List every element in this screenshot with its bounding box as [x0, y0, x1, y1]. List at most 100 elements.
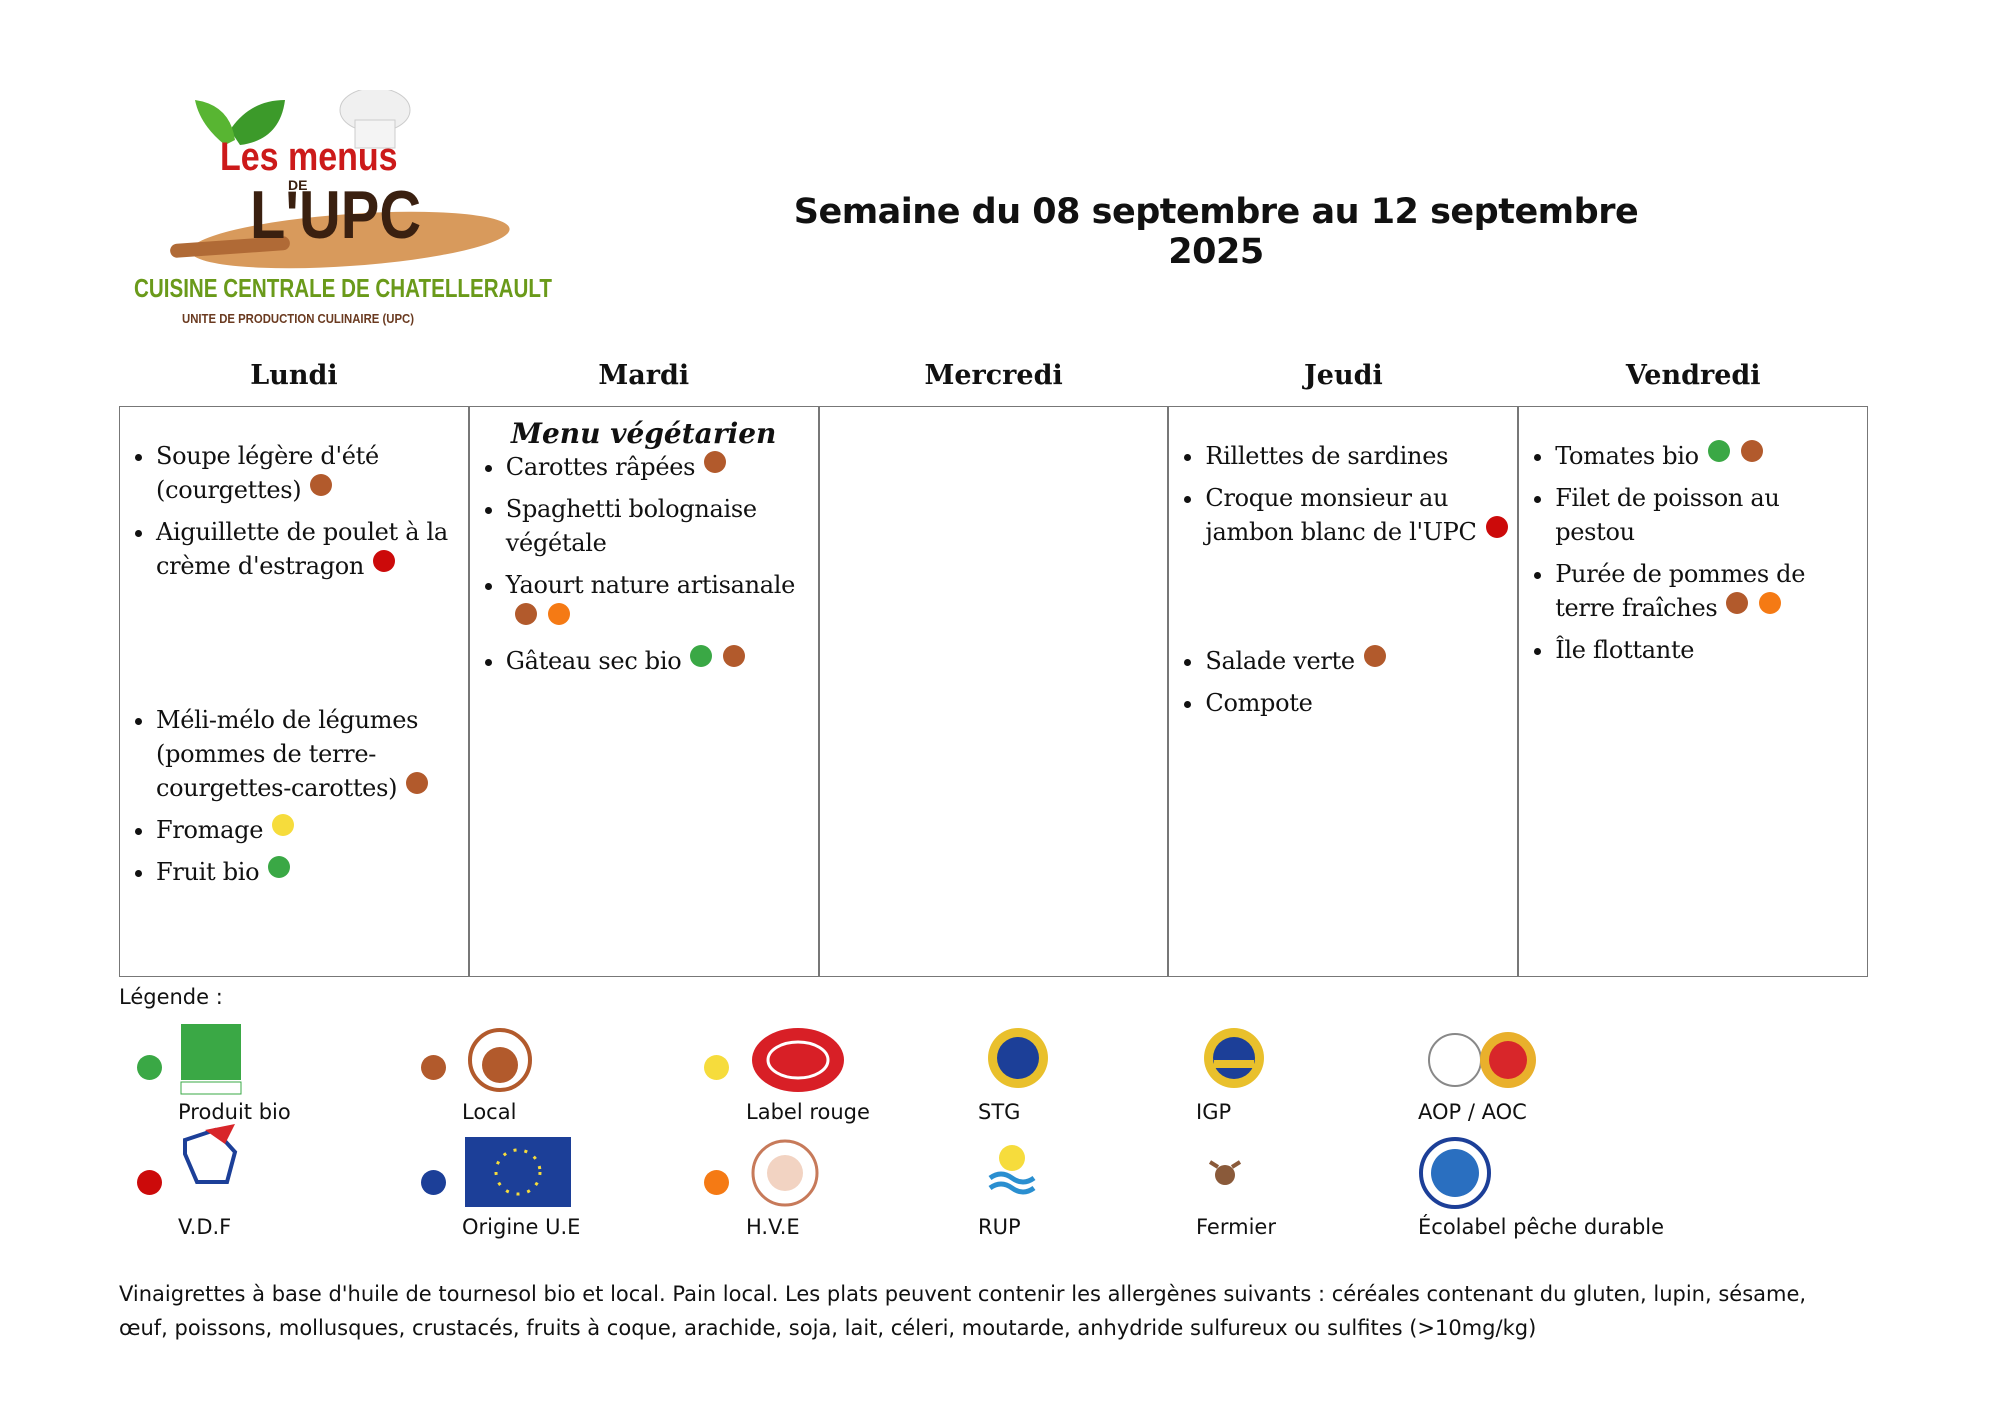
icon-stg: [988, 1028, 1048, 1088]
dish-name: Yaourt nature artisanale: [505, 571, 796, 599]
legend-label: Local: [462, 1100, 517, 1124]
legend-label: AOP / AOC: [1418, 1100, 1527, 1124]
dish: Méli-mélo de légumes (pommes de terre-co…: [156, 703, 464, 805]
dish: Île flottante: [1555, 633, 1863, 667]
icon-vdf: [183, 1124, 238, 1184]
label-dot: [310, 474, 333, 496]
day-header: Lundi: [250, 360, 338, 391]
icon-label-rouge: [752, 1028, 844, 1092]
legend-dot: [137, 1170, 162, 1195]
footer-note: Vinaigrettes à base d'huile de tournesol…: [119, 1282, 1807, 1340]
label-dot: [1759, 592, 1782, 614]
icon-ecolabel: [1419, 1137, 1491, 1209]
icon-local: [468, 1028, 532, 1092]
day-header: Mardi: [598, 360, 690, 391]
logo-text: Les menus: [220, 133, 398, 178]
dish-name: Île flottante: [1555, 636, 1695, 664]
dish: Carottes râpées: [506, 450, 814, 484]
dish-name: Aiguillette de poulet à la crème d'estra…: [156, 518, 448, 580]
day-header: Vendredi: [1625, 360, 1761, 391]
dish-name: Gâteau sec bio: [505, 647, 682, 675]
dish: Compote: [1205, 686, 1513, 720]
dish: Spaghetti bolognaise végétale: [506, 492, 814, 560]
legend-dot: [421, 1055, 446, 1080]
dish-name: Salade verte: [1205, 647, 1355, 675]
dish-list: Soupe légère d'été (courgettes) Aiguillet…: [120, 439, 468, 889]
legend-dot: [704, 1170, 729, 1195]
dish-name: Spaghetti bolognaise végétale: [505, 495, 757, 557]
legend-label: Produit bio: [178, 1100, 291, 1124]
logo: Les menus DE L'UPC CUISINE CENTRALE DE C…: [134, 90, 552, 326]
dish-name: Tomates bio: [1555, 442, 1699, 470]
dish: Fruit bio: [156, 855, 464, 889]
logo-text: DE: [288, 177, 307, 193]
legend-label: H.V.E: [746, 1215, 800, 1239]
label-dot: [690, 645, 713, 667]
dish: Gâteau sec bio: [506, 644, 814, 678]
dish-name: Compote: [1205, 689, 1313, 717]
dish-name: Fromage: [156, 816, 264, 844]
day-column: [818, 406, 1169, 977]
legend-dot: [137, 1055, 162, 1080]
logo-text: L'UPC: [250, 178, 421, 253]
dish-list: Rillettes de sardines Croque monsieur au …: [1169, 439, 1517, 720]
label-dot: [514, 603, 537, 625]
legend-label: STG: [978, 1100, 1021, 1124]
dish-list: Carottes râpées Spaghetti bolognaise végé…: [470, 450, 818, 678]
dish-name: Fruit bio: [156, 858, 260, 886]
label-dot: [1726, 592, 1749, 614]
label-dot: [268, 856, 291, 878]
dish: Rillettes de sardines: [1205, 439, 1513, 473]
legend-label: Label rouge: [746, 1100, 870, 1124]
dish: Tomates bio: [1555, 439, 1863, 473]
legend-label: Origine U.E: [462, 1215, 581, 1239]
label-dot: [1707, 440, 1730, 462]
legend-label: Écolabel pêche durable: [1418, 1215, 1665, 1239]
dish-name: Carottes râpées: [505, 453, 696, 481]
legend-dot: [421, 1170, 446, 1195]
legend-dot: [704, 1055, 729, 1080]
icon-aop: [1428, 1032, 1536, 1088]
icon-fermier: [1208, 1160, 1242, 1185]
legend-label: V.D.F: [178, 1215, 232, 1239]
icon-eu: [465, 1137, 571, 1207]
label-dot: [1740, 440, 1763, 462]
dish: Yaourt nature artisanale: [506, 568, 814, 636]
label-dot: [373, 550, 396, 572]
label-dot: [723, 645, 746, 667]
icon-igp: [1204, 1028, 1264, 1088]
dish-name: Filet de poisson au pestou: [1555, 484, 1780, 546]
logo-text: UNITE DE PRODUCTION CULINAIRE (UPC): [182, 311, 414, 326]
dish-name: Soupe légère d'été (courgettes): [156, 442, 379, 504]
icon-hve: [751, 1139, 819, 1207]
dish: Soupe légère d'été (courgettes): [156, 439, 464, 507]
dish-list: Tomates bio Filet de poisson au pestou Pur…: [1519, 439, 1867, 667]
dish: Salade verte: [1205, 644, 1513, 678]
dish-name: Méli-mélo de légumes (pommes de terre-co…: [156, 706, 419, 802]
legend-label: Fermier: [1196, 1215, 1276, 1239]
menu-subtitle: Menu végétarien: [511, 417, 777, 450]
legend-icons: [180, 1024, 1536, 1209]
label-dot: [272, 814, 295, 836]
day-column: Menu végétarien Carottes râpées Spaghetti …: [468, 406, 819, 977]
dish-name: Croque monsieur au jambon blanc de l'UPC: [1205, 484, 1477, 546]
day-column: Soupe légère d'été (courgettes) Aiguillet…: [119, 406, 469, 977]
dish: Filet de poisson au pestou: [1555, 481, 1863, 549]
legend-label: IGP: [1196, 1100, 1232, 1124]
icon-ab: [180, 1024, 242, 1095]
legend-title: Légende :: [119, 985, 223, 1009]
day-column: Tomates bio Filet de poisson au pestou Pur…: [1518, 406, 1868, 977]
legend-label: RUP: [978, 1215, 1021, 1239]
dish: Purée de pommes de terre fraîches: [1555, 557, 1863, 625]
dish: Fromage: [156, 813, 464, 847]
label-dot: [1485, 516, 1508, 538]
day-header: Jeudi: [1304, 360, 1383, 391]
dish: Croque monsieur au jambon blanc de l'UPC: [1205, 481, 1513, 549]
dish: Aiguillette de poulet à la crème d'estra…: [156, 515, 464, 583]
day-header: Mercredi: [924, 360, 1063, 391]
label-dot: [406, 772, 429, 794]
label-dot: [547, 603, 570, 625]
dish-name: Purée de pommes de terre fraîches: [1555, 560, 1806, 622]
title: Semaine du 08 septembre au 12 septembre …: [793, 192, 1639, 272]
